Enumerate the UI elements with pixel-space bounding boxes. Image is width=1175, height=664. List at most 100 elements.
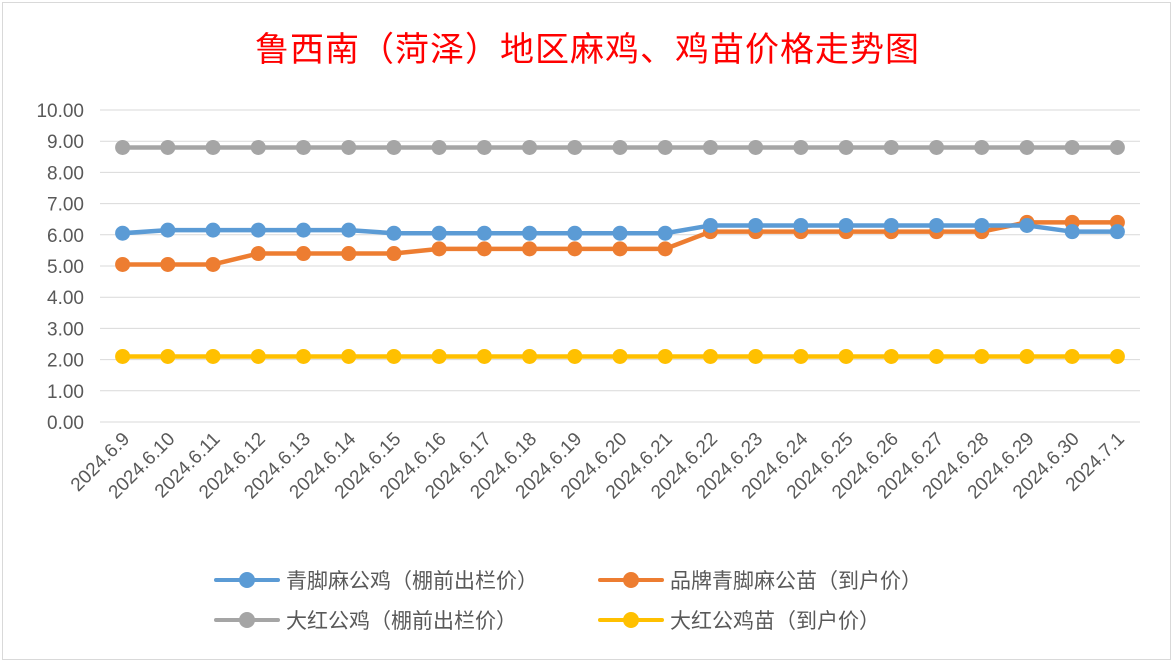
data-point-series-3[interactable] xyxy=(295,139,311,155)
data-point-series-4[interactable] xyxy=(748,348,764,364)
data-point-series-4[interactable] xyxy=(476,348,492,364)
data-point-series-4[interactable] xyxy=(612,348,628,364)
data-point-series-2[interactable] xyxy=(115,256,131,272)
data-point-series-3[interactable] xyxy=(205,139,221,155)
data-point-series-4[interactable] xyxy=(657,348,673,364)
legend-item-series-3[interactable]: 大红公鸡（棚前出栏价） xyxy=(214,602,517,638)
y-tick-label: 6.00 xyxy=(47,226,84,247)
data-point-series-1[interactable] xyxy=(793,217,809,233)
data-point-series-1[interactable] xyxy=(657,225,673,241)
data-point-series-1[interactable] xyxy=(115,225,131,241)
legend-item-series-2[interactable]: 品牌青脚麻公苗（到户价） xyxy=(598,562,922,598)
legend-label-series-4: 大红公鸡苗（到户价） xyxy=(670,609,880,633)
data-point-series-1[interactable] xyxy=(612,225,628,241)
data-point-series-4[interactable] xyxy=(341,348,357,364)
data-point-series-1[interactable] xyxy=(1019,217,1035,233)
legend-item-series-4[interactable]: 大红公鸡苗（到户价） xyxy=(598,602,880,638)
legend-swatch-series-4 xyxy=(598,610,664,630)
data-point-series-2[interactable] xyxy=(612,241,628,257)
chart-title: 鲁西南（菏泽）地区麻鸡、鸡苗价格走势图 xyxy=(255,30,920,70)
data-point-series-4[interactable] xyxy=(386,348,402,364)
y-tick-label: 7.00 xyxy=(47,195,84,216)
data-point-series-3[interactable] xyxy=(522,139,538,155)
legend: 青脚麻公鸡（棚前出栏价） 品牌青脚麻公苗（到户价） 大红公鸡（棚前出栏价） 大红… xyxy=(0,560,1175,650)
data-point-series-4[interactable] xyxy=(160,348,176,364)
data-point-series-3[interactable] xyxy=(838,139,854,155)
data-point-series-2[interactable] xyxy=(567,241,583,257)
data-point-series-4[interactable] xyxy=(883,348,899,364)
data-point-series-3[interactable] xyxy=(974,139,990,155)
data-point-series-2[interactable] xyxy=(386,246,402,262)
data-point-series-1[interactable] xyxy=(883,217,899,233)
data-point-series-3[interactable] xyxy=(115,139,131,155)
data-point-series-3[interactable] xyxy=(748,139,764,155)
data-point-series-3[interactable] xyxy=(883,139,899,155)
data-point-series-3[interactable] xyxy=(567,139,583,155)
data-point-series-4[interactable] xyxy=(929,348,945,364)
data-point-series-2[interactable] xyxy=(341,246,357,262)
data-point-series-1[interactable] xyxy=(386,225,402,241)
data-point-series-3[interactable] xyxy=(702,139,718,155)
y-tick-label: 3.00 xyxy=(47,319,84,340)
data-point-series-1[interactable] xyxy=(160,222,176,238)
data-point-series-4[interactable] xyxy=(205,348,221,364)
legend-item-series-1[interactable]: 青脚麻公鸡（棚前出栏价） xyxy=(214,562,538,598)
data-point-series-2[interactable] xyxy=(250,246,266,262)
data-point-series-2[interactable] xyxy=(657,241,673,257)
data-point-series-4[interactable] xyxy=(702,348,718,364)
data-point-series-4[interactable] xyxy=(793,348,809,364)
data-point-series-2[interactable] xyxy=(205,256,221,272)
data-point-series-4[interactable] xyxy=(1109,348,1125,364)
data-point-series-1[interactable] xyxy=(567,225,583,241)
data-point-series-2[interactable] xyxy=(160,256,176,272)
data-point-series-4[interactable] xyxy=(974,348,990,364)
data-point-series-4[interactable] xyxy=(431,348,447,364)
y-tick-label: 2.00 xyxy=(47,351,84,372)
data-point-series-3[interactable] xyxy=(793,139,809,155)
y-tick-label: 1.00 xyxy=(47,382,84,403)
legend-swatch-series-3 xyxy=(214,610,280,630)
data-point-series-1[interactable] xyxy=(1109,224,1125,240)
data-point-series-2[interactable] xyxy=(431,241,447,257)
data-point-series-3[interactable] xyxy=(250,139,266,155)
data-point-series-1[interactable] xyxy=(295,222,311,238)
data-point-series-1[interactable] xyxy=(929,217,945,233)
data-point-series-3[interactable] xyxy=(341,139,357,155)
data-point-series-1[interactable] xyxy=(748,217,764,233)
data-point-series-3[interactable] xyxy=(1064,139,1080,155)
data-point-series-1[interactable] xyxy=(974,217,990,233)
data-point-series-3[interactable] xyxy=(929,139,945,155)
data-point-series-1[interactable] xyxy=(250,222,266,238)
legend-label-series-3: 大红公鸡（棚前出栏价） xyxy=(286,609,517,633)
data-point-series-3[interactable] xyxy=(431,139,447,155)
data-point-series-1[interactable] xyxy=(702,217,718,233)
data-point-series-4[interactable] xyxy=(295,348,311,364)
data-point-series-4[interactable] xyxy=(1064,348,1080,364)
data-point-series-4[interactable] xyxy=(522,348,538,364)
data-point-series-2[interactable] xyxy=(295,246,311,262)
legend-label-series-2: 品牌青脚麻公苗（到户价） xyxy=(670,569,922,593)
data-point-series-3[interactable] xyxy=(657,139,673,155)
data-point-series-4[interactable] xyxy=(250,348,266,364)
data-point-series-1[interactable] xyxy=(838,217,854,233)
data-point-series-4[interactable] xyxy=(838,348,854,364)
data-point-series-1[interactable] xyxy=(522,225,538,241)
y-tick-label: 10.00 xyxy=(36,101,84,122)
data-point-series-4[interactable] xyxy=(115,348,131,364)
data-point-series-1[interactable] xyxy=(431,225,447,241)
data-point-series-3[interactable] xyxy=(160,139,176,155)
data-point-series-3[interactable] xyxy=(1109,139,1125,155)
data-point-series-1[interactable] xyxy=(1064,224,1080,240)
data-point-series-2[interactable] xyxy=(476,241,492,257)
data-point-series-3[interactable] xyxy=(386,139,402,155)
data-point-series-1[interactable] xyxy=(476,225,492,241)
data-point-series-3[interactable] xyxy=(1019,139,1035,155)
data-point-series-2[interactable] xyxy=(522,241,538,257)
data-point-series-3[interactable] xyxy=(476,139,492,155)
data-point-series-1[interactable] xyxy=(205,222,221,238)
data-point-series-4[interactable] xyxy=(567,348,583,364)
data-point-series-1[interactable] xyxy=(341,222,357,238)
data-point-series-3[interactable] xyxy=(612,139,628,155)
data-point-series-4[interactable] xyxy=(1019,348,1035,364)
